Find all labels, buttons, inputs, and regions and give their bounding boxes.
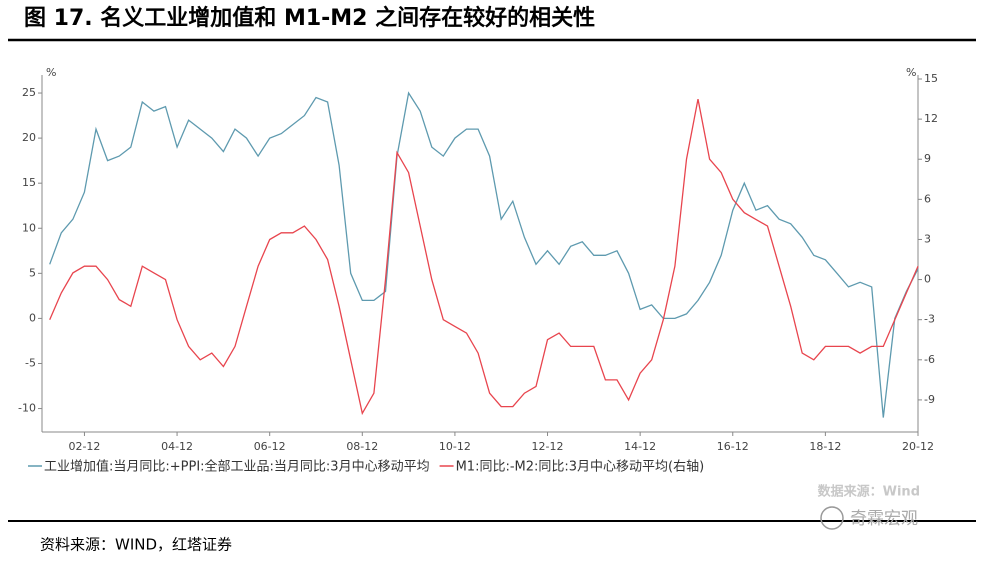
brand-icon: [820, 506, 844, 530]
x-tick-label: 08-12: [346, 440, 378, 453]
y2-unit: %: [906, 66, 916, 79]
x-tick-label: 10-12: [439, 440, 471, 453]
x-tick-label: 18-12: [809, 440, 841, 453]
line-series: [49, 91, 919, 418]
brand: 奇霖宏观: [850, 509, 918, 529]
legend-label: 工业增加值:当月同比:+PPI:全部工业品:当月同比:3月中心移动平均: [44, 459, 430, 475]
line-series: [49, 98, 919, 416]
chart-title: 图 17. 名义工业增加值和 M1-M2 之间存在较好的相关性: [24, 5, 595, 31]
y2-tick-label: 12: [924, 112, 938, 125]
x-tick-label: 02-12: [68, 440, 100, 453]
y-tick-label: -5: [25, 356, 36, 369]
y2-tick-label: 3: [924, 232, 931, 245]
y2-tick-label: 15: [924, 72, 938, 85]
x-tick-label: 06-12: [254, 440, 286, 453]
y-tick-label: 10: [22, 221, 36, 234]
y2-tick-label: 9: [924, 152, 931, 165]
y2-tick-label: -9: [924, 393, 935, 406]
y-unit: %: [46, 66, 56, 79]
y-tick-label: 20: [22, 131, 36, 144]
source: 资料来源：WIND，红塔证券: [40, 536, 232, 554]
legend-label: M1:同比:-M2:同比:3月中心移动平均(右轴): [456, 460, 705, 475]
y-tick-label: 15: [22, 176, 36, 189]
y2-tick-label: -6: [924, 353, 935, 366]
x-tick-label: 16-12: [717, 440, 749, 453]
x-tick-label: 12-12: [532, 440, 564, 453]
y-tick-label: 0: [29, 311, 36, 324]
y2-tick-label: 0: [924, 273, 931, 286]
x-tick-label: 20-12: [902, 440, 934, 453]
watermark: 数据来源：Wind: [818, 484, 920, 500]
y-tick-label: -10: [18, 402, 36, 415]
x-tick-label: 04-12: [161, 440, 193, 453]
y2-tick-label: 6: [924, 192, 931, 205]
y-tick-label: 25: [22, 86, 36, 99]
y2-tick-label: -3: [924, 313, 935, 326]
x-tick-label: 14-12: [624, 440, 656, 453]
y-tick-label: 5: [29, 266, 36, 279]
